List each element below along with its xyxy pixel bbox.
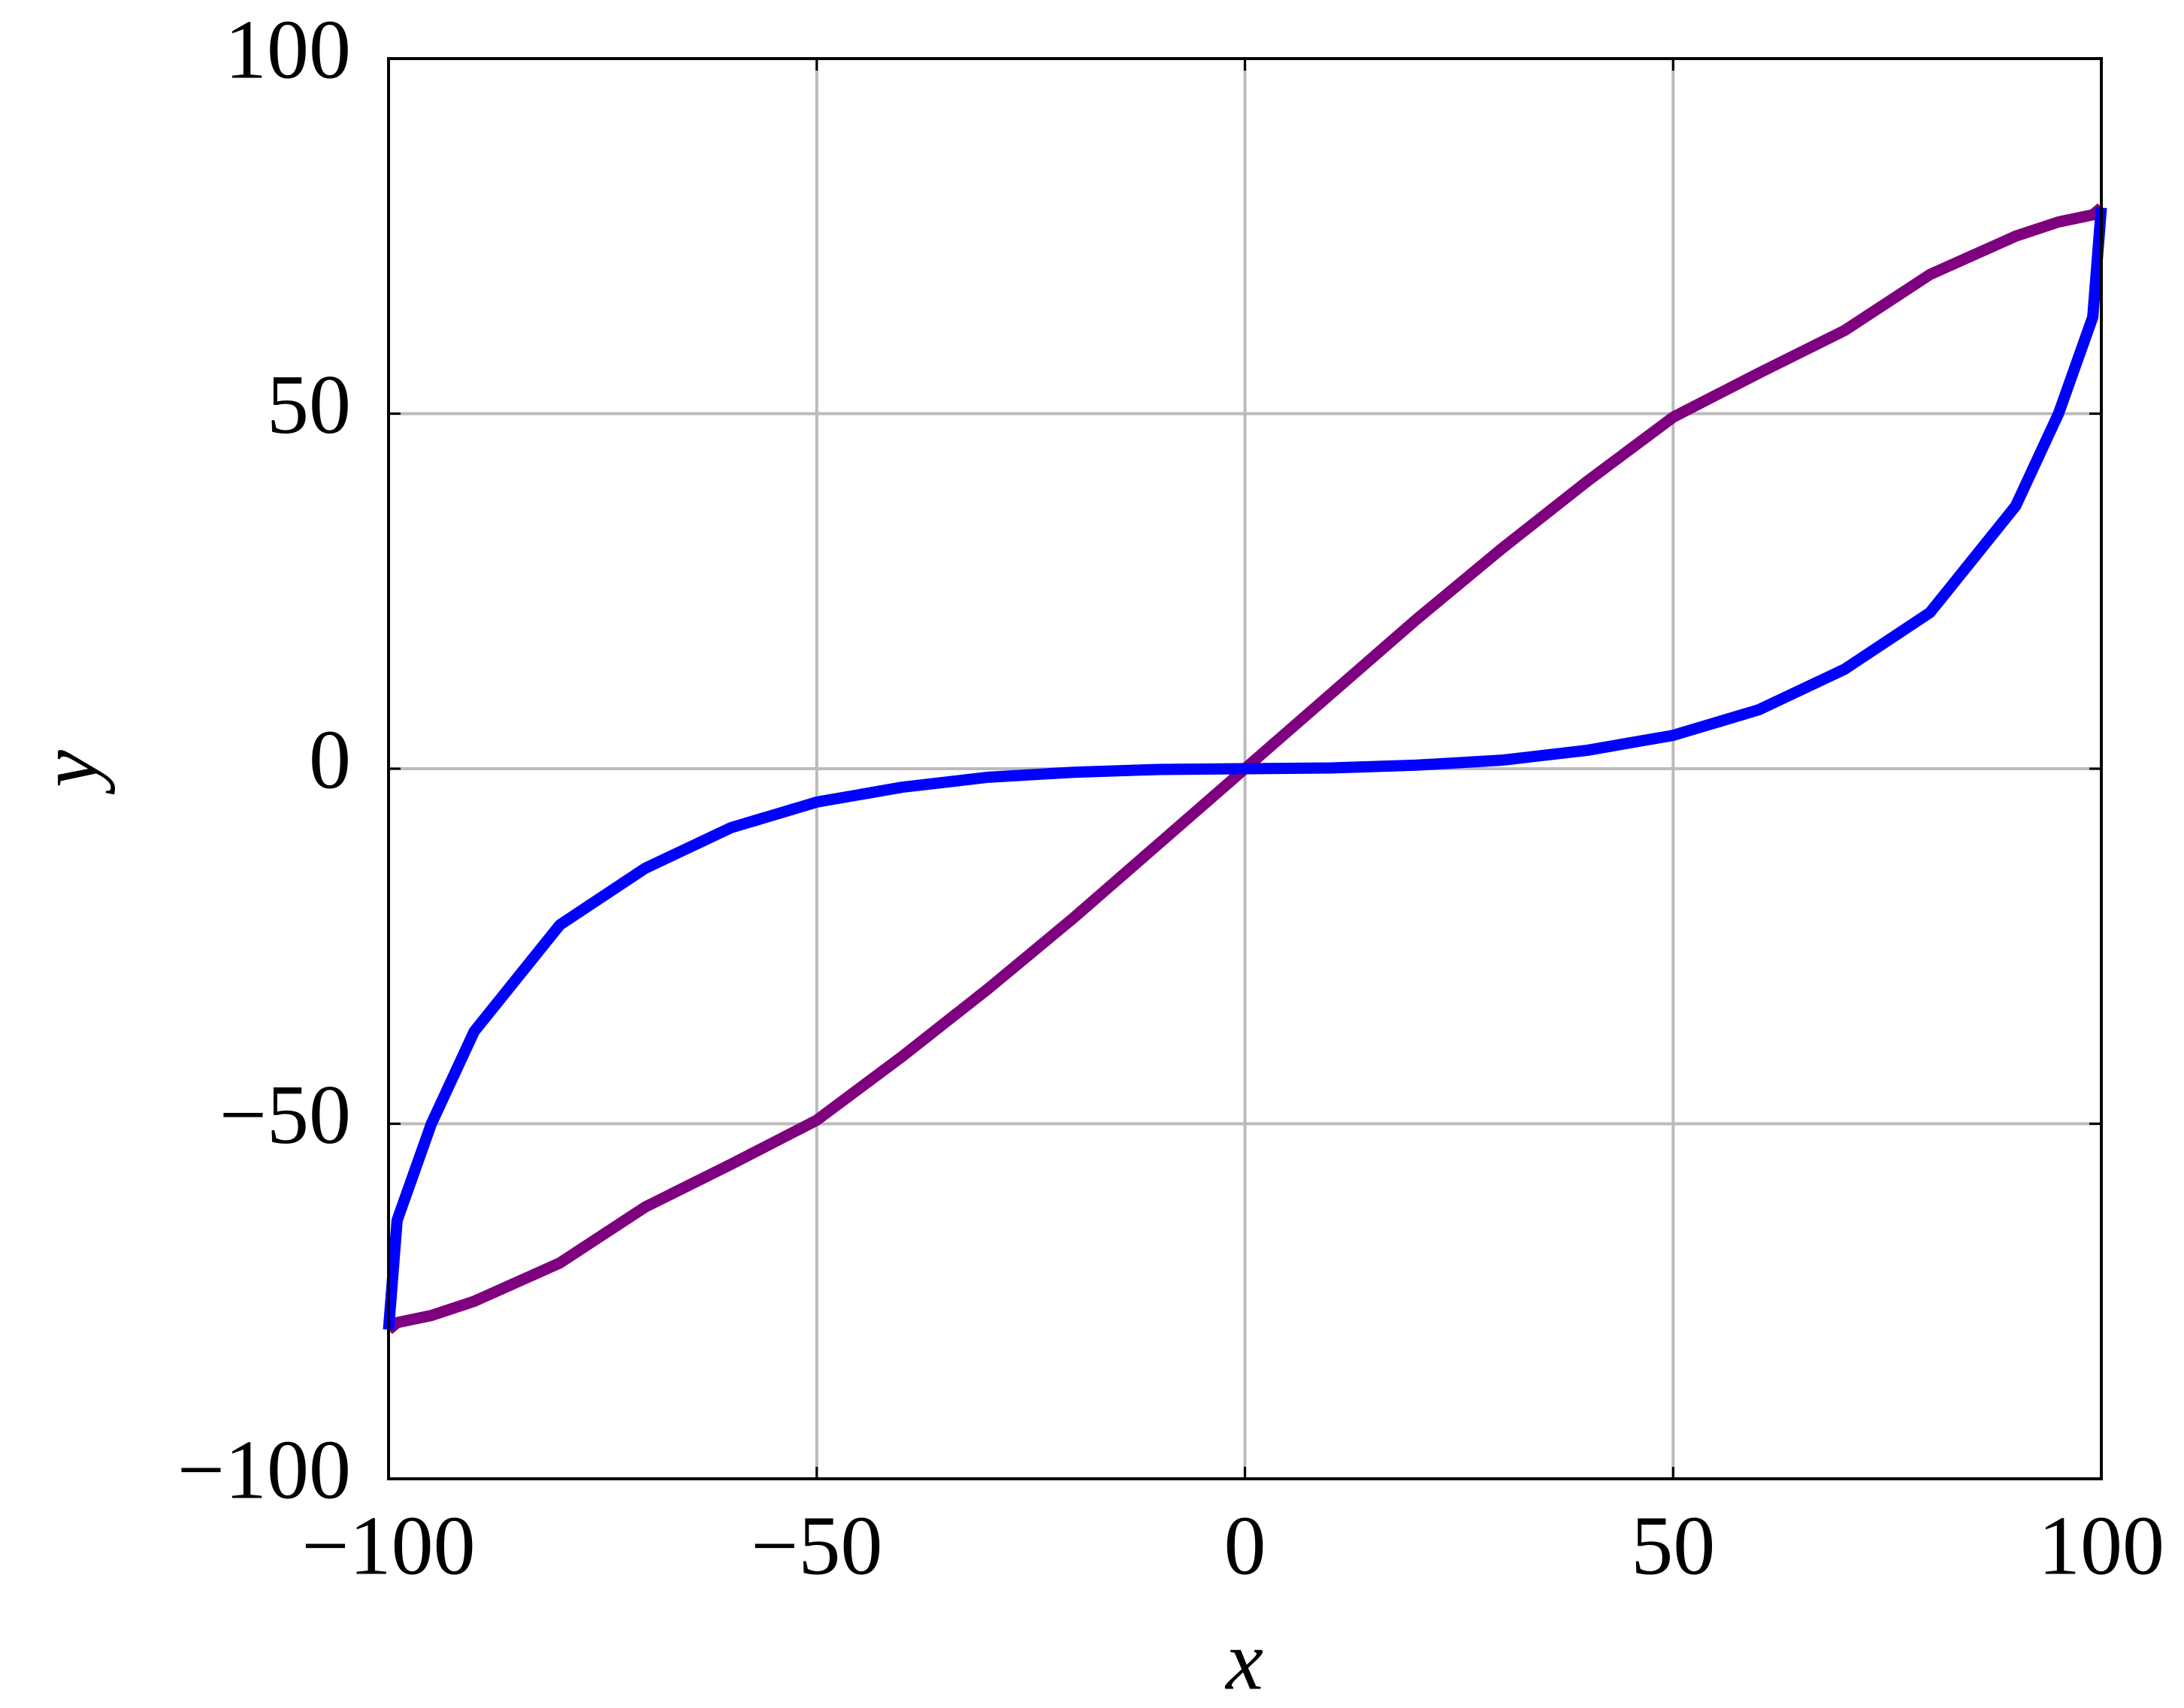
x-tick-label: 100 [2038,1500,2164,1593]
x-tick-label: 50 [1631,1500,1715,1593]
x-tick-label: 0 [1224,1500,1266,1593]
plot-frame [387,57,2103,1480]
y-tick-label: 50 [267,358,351,452]
y-tick-label: −50 [219,1069,351,1162]
line [383,207,2107,1331]
y-tick-label: −100 [177,1424,351,1517]
x-tick-label: −50 [751,1500,882,1593]
y-tick-label: 100 [225,4,351,97]
y-axis-label: y [23,750,116,795]
x-tick-label: −100 [301,1500,475,1593]
y-tick-label: 0 [309,714,351,807]
x-axis-label: x [1224,1615,1263,1708]
